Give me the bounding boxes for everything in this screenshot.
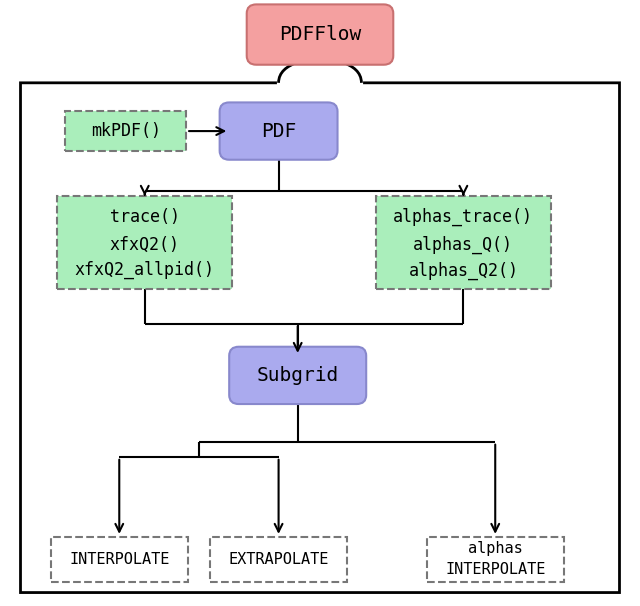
Text: INTERPOLATE: INTERPOLATE [69, 552, 170, 567]
Bar [51, 537, 188, 582]
Bar [376, 196, 551, 290]
Text: alphas
INTERPOLATE: alphas INTERPOLATE [445, 541, 545, 578]
Bar [427, 537, 564, 582]
Text: alphas_Q()
alphas_Q2(): alphas_Q() alphas_Q2() [408, 236, 518, 279]
Bar [65, 112, 186, 151]
Text: mkPDF(): mkPDF() [91, 122, 161, 140]
Text: trace(): trace() [110, 208, 180, 226]
Text: PDFFlow: PDFFlow [279, 25, 361, 44]
Text: alphas_trace(): alphas_trace() [394, 208, 533, 226]
Text: EXTRAPOLATE: EXTRAPOLATE [228, 552, 329, 567]
Bar [210, 537, 347, 582]
Bar [57, 196, 232, 290]
FancyBboxPatch shape [246, 4, 394, 65]
Text: Subgrid: Subgrid [257, 366, 339, 385]
Text: PDF: PDF [261, 122, 296, 141]
FancyBboxPatch shape [229, 347, 366, 404]
Text: xfxQ2()
xfxQ2_allpid(): xfxQ2() xfxQ2_allpid() [75, 236, 215, 279]
FancyBboxPatch shape [220, 102, 337, 160]
